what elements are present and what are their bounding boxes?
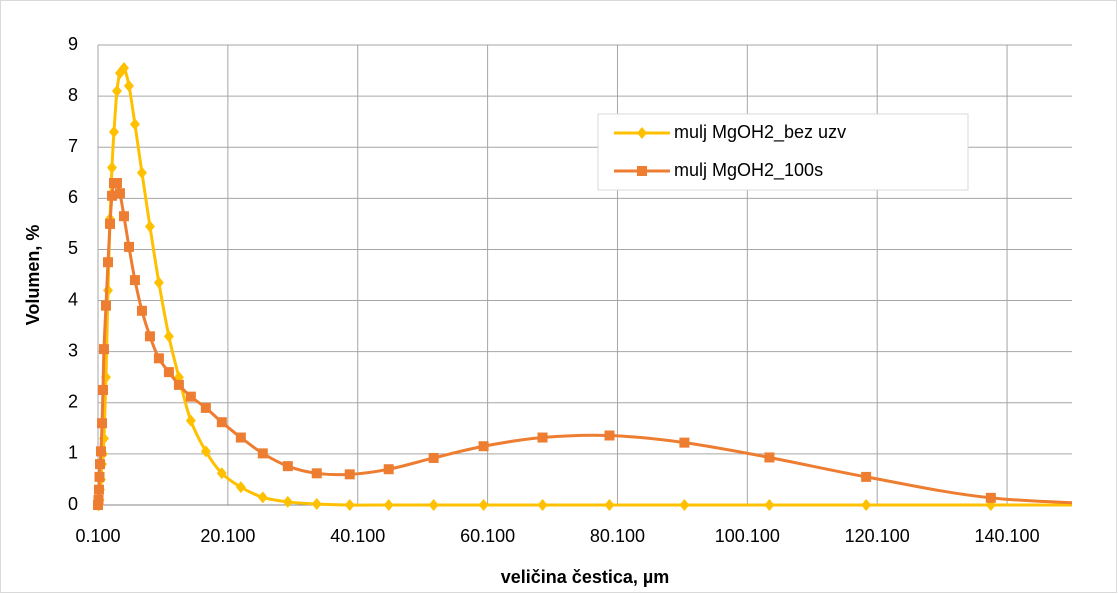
marker: [106, 190, 117, 201]
x-tick-label: 80.100: [590, 526, 645, 546]
marker: [95, 459, 106, 470]
marker: [129, 118, 140, 131]
marker: [185, 391, 196, 402]
marker: [105, 218, 116, 229]
marker: [428, 452, 439, 463]
y-tick-label: 7: [68, 136, 78, 156]
marker: [129, 275, 140, 286]
marker: [123, 79, 134, 92]
x-tick-label: 20.100: [200, 526, 255, 546]
marker: [344, 499, 355, 511]
marker: [679, 499, 690, 511]
marker: [637, 127, 647, 139]
marker: [537, 499, 548, 511]
marker: [235, 432, 246, 443]
marker: [478, 499, 489, 511]
marker: [478, 441, 489, 452]
marker: [764, 452, 775, 463]
marker: [344, 469, 355, 480]
marker: [118, 211, 129, 222]
y-tick-label: 3: [68, 340, 78, 360]
marker: [257, 491, 268, 504]
plot-area: [93, 62, 1072, 511]
y-tick-label: 9: [68, 34, 78, 54]
y-tick-label: 6: [68, 187, 78, 207]
marker: [123, 241, 134, 252]
marker: [163, 367, 174, 378]
marker: [173, 379, 184, 390]
marker: [153, 353, 164, 364]
marker: [383, 499, 394, 511]
marker: [144, 331, 155, 342]
y-tick-label: 1: [68, 443, 78, 463]
y-tick-label: 2: [68, 392, 78, 412]
marker: [98, 344, 109, 355]
marker: [144, 220, 155, 233]
marker: [111, 85, 122, 97]
marker: [108, 125, 119, 138]
marker: [93, 500, 103, 510]
marker: [282, 461, 293, 472]
marker: [282, 495, 293, 508]
marker: [94, 471, 105, 482]
x-tick-label: 60.100: [460, 526, 515, 546]
x-tick-label: 40.100: [330, 526, 385, 546]
y-axis-title: Volumen, %: [23, 225, 43, 326]
marker: [428, 499, 439, 511]
marker: [163, 330, 174, 343]
marker: [200, 402, 211, 413]
marker: [185, 414, 196, 427]
x-tick-label: 120.100: [845, 526, 910, 546]
marker: [604, 430, 615, 441]
marker: [200, 445, 211, 458]
marker: [604, 499, 615, 511]
marker: [97, 418, 108, 429]
legend-label: mulj MgOH2_bez uzv: [674, 122, 846, 143]
marker: [100, 300, 111, 311]
marker: [216, 417, 227, 428]
marker: [311, 497, 322, 510]
marker: [136, 166, 147, 179]
marker: [136, 305, 147, 316]
marker: [95, 446, 106, 457]
marker: [102, 257, 113, 268]
y-tick-label: 5: [68, 238, 78, 258]
marker: [311, 468, 322, 479]
marker: [106, 161, 117, 174]
marker: [861, 499, 872, 511]
marker: [537, 432, 548, 443]
y-tick-label: 8: [68, 85, 78, 105]
marker: [93, 494, 104, 505]
x-tick-label: 140.100: [975, 526, 1040, 546]
x-tick-label: 0.100: [75, 526, 120, 546]
marker: [153, 276, 164, 289]
marker: [235, 481, 246, 494]
y-tick-label: 4: [68, 289, 78, 309]
legend-label: mulj MgOH2_100s: [674, 160, 823, 181]
marker: [118, 62, 129, 74]
marker: [216, 467, 227, 480]
marker: [383, 464, 394, 475]
legend: mulj MgOH2_bez uzv mulj MgOH2_100s: [597, 113, 969, 191]
y-tick-label: 0: [68, 494, 78, 514]
marker: [111, 178, 122, 188]
x-tick-label: 100.100: [715, 526, 780, 546]
marker: [114, 188, 125, 199]
marker: [764, 499, 775, 511]
marker: [93, 484, 104, 495]
marker: [637, 166, 647, 176]
marker: [985, 492, 996, 503]
marker: [679, 437, 690, 448]
x-axis-title: veličina čestica, µm: [501, 567, 669, 587]
legend-box: [597, 113, 969, 191]
marker: [257, 448, 268, 459]
marker: [861, 471, 872, 482]
marker: [97, 385, 108, 395]
